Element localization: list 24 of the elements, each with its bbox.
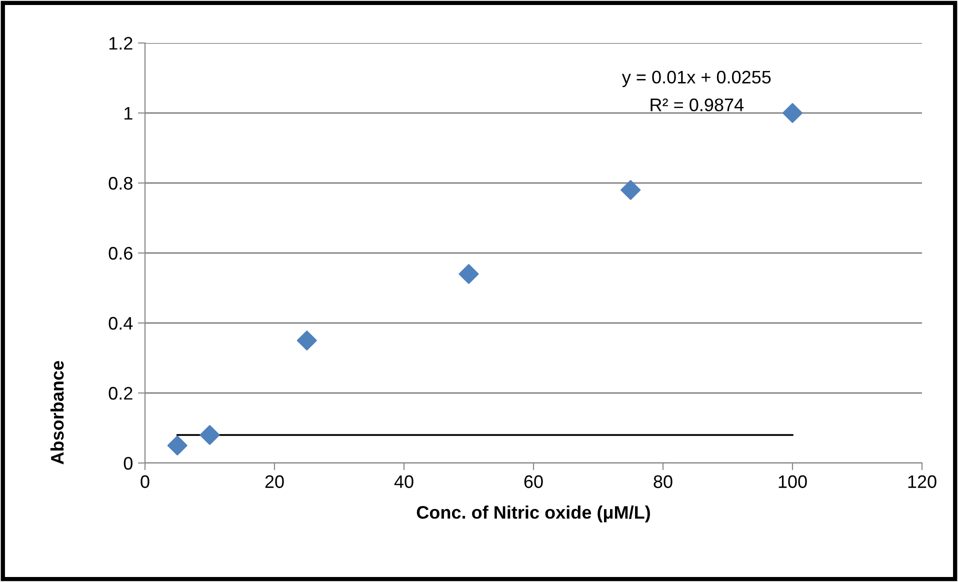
x-tick-label: 100	[778, 475, 807, 488]
point	[782, 102, 803, 124]
annotation: R² = 0.9874	[650, 98, 744, 112]
x-axis-title: Conc. of Nitric oxide (μM/L)	[416, 506, 650, 522]
y-tick-label: 0.8	[108, 176, 132, 190]
x-tick-label: 40	[394, 475, 414, 488]
y-tick-label: 1.2	[109, 36, 132, 50]
y-axis-title: Absorbance	[50, 361, 64, 464]
x-tick-label: 0	[140, 475, 150, 488]
y-tick-label: 1	[124, 107, 132, 120]
x-tick-label: 120	[908, 475, 936, 488]
point	[200, 424, 220, 446]
point	[458, 264, 479, 284]
y-tick-label: 0.2	[108, 386, 132, 400]
annotation: y = 0.01x + 0.0255	[622, 70, 771, 88]
point	[167, 435, 188, 456]
point	[296, 330, 317, 351]
x-tick-label: 60	[524, 475, 543, 488]
point	[620, 180, 641, 200]
x-tick-label: 20	[265, 475, 284, 488]
y-tick-label: 0	[124, 456, 132, 470]
x-tick-label: 80	[654, 475, 672, 488]
y-tick-label: 0.4	[108, 316, 133, 330]
y-tick-label: 0.6	[108, 246, 132, 260]
